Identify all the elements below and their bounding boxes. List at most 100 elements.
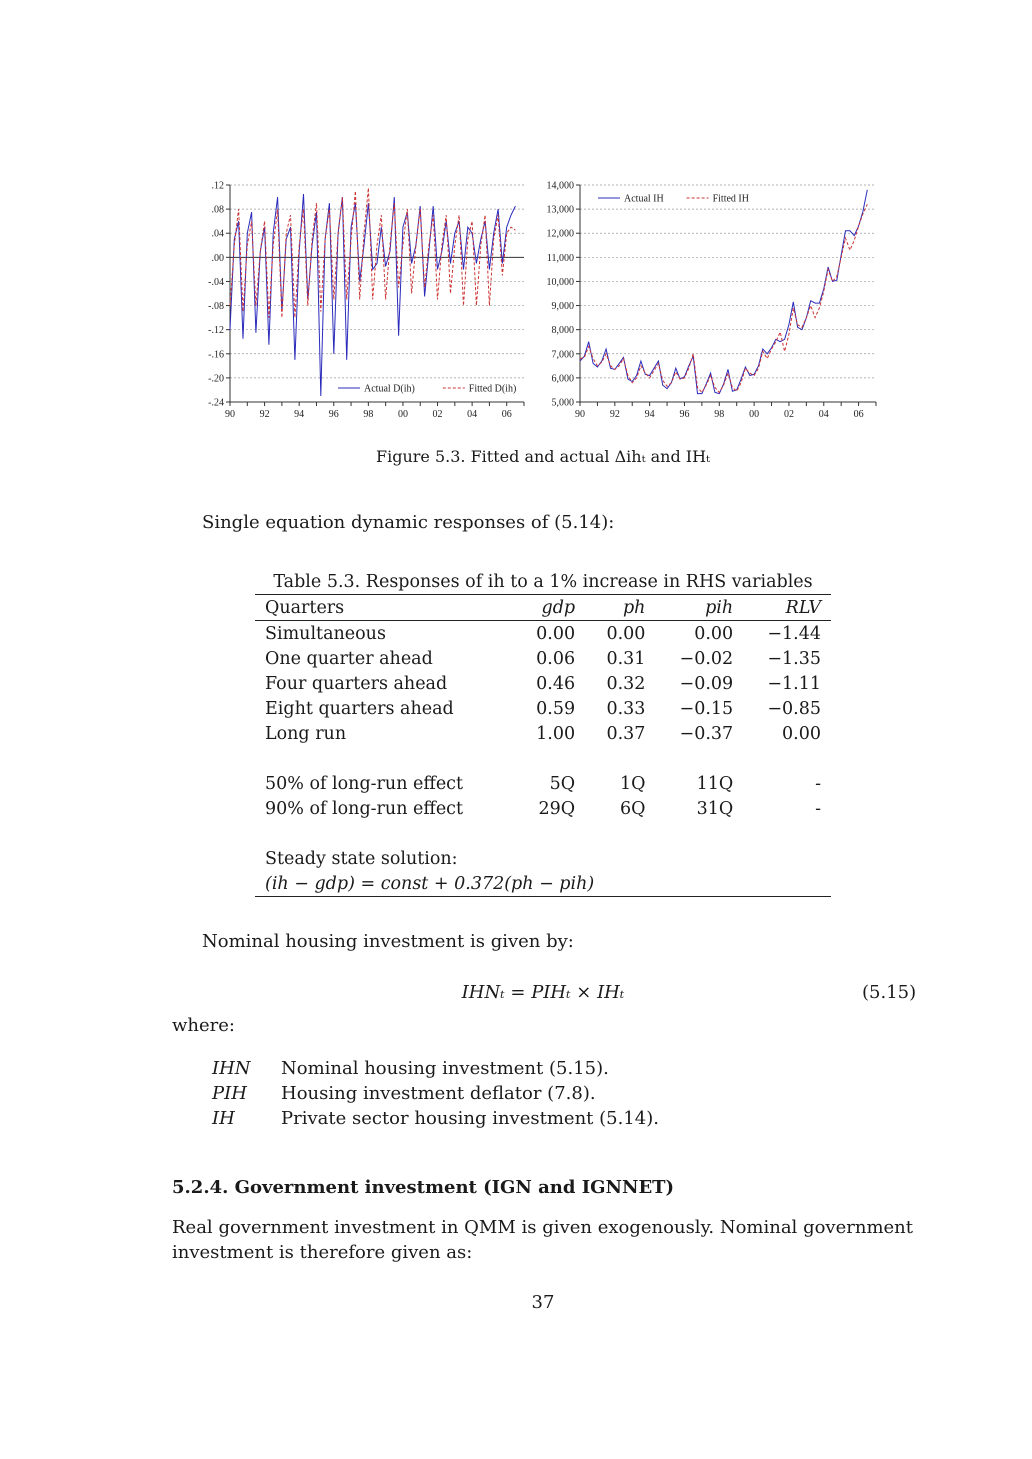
cell: 0.31 <box>606 648 646 669</box>
row-label: Long run <box>265 723 347 744</box>
table-row: Steady state solution: <box>255 846 831 871</box>
series-line-1 <box>229 193 516 397</box>
legend-label: Fitted D(ih) <box>469 384 517 395</box>
chart-ih-plot: 14,000 13,000 12,000 11,000 10,000 9,000 8,000… <box>547 181 877 420</box>
definition-symbol: PIH <box>212 1083 247 1104</box>
row-label: Four quarters ahead <box>265 673 448 694</box>
row-label: 90% of long-run effect <box>265 798 464 819</box>
x-tick-label: 00 <box>398 409 408 420</box>
x-tick-label: 98 <box>363 409 373 420</box>
nominal-intro: Nominal housing investment is given by: <box>202 931 574 952</box>
x-tick-label: 94 <box>294 409 304 420</box>
definition-symbol: IH <box>212 1108 235 1129</box>
y-tick-label: 5,000 <box>552 398 575 409</box>
body-text: Real government investment in QMM is giv… <box>172 1217 913 1263</box>
x-tick-label: 92 <box>260 409 270 420</box>
x-tick-label: 90 <box>575 409 585 420</box>
steady-state-label: Steady state solution: <box>265 848 458 869</box>
header-ph: ph <box>585 594 656 621</box>
table-row: Long run 1.00 0.37 −0.37 0.00 <box>255 721 831 746</box>
cell: 0.33 <box>606 698 646 719</box>
y-tick-label: 14,000 <box>547 181 575 192</box>
header-rlv: RLV <box>743 594 831 621</box>
legend-label: Actual IH <box>624 194 664 205</box>
row-label: 50% of long-run effect <box>265 773 464 794</box>
cell: 0.00 <box>536 623 576 644</box>
table-row: Four quarters ahead 0.46 0.32 −0.09 −1.1… <box>255 671 831 696</box>
definition-text: Housing investment deflator (7.8). <box>281 1083 596 1104</box>
cell: 0.00 <box>694 623 734 644</box>
equation: IHNₜ = PIHₜ × IHₜ <box>461 982 625 1003</box>
y-tick-label: 10,000 <box>547 277 575 288</box>
table-row: 50% of long-run effect 5Q 1Q 11Q - <box>255 771 831 796</box>
cell: 0.46 <box>536 673 576 694</box>
cell: 0.32 <box>606 673 646 694</box>
steady-state-equation: (ih − gdp) = const + 0.372(ph − pih) <box>255 871 831 897</box>
y-tick-label: .08 <box>212 205 225 216</box>
chart-ih: 14,000 13,000 12,000 11,000 10,000 9,000 8,000… <box>547 181 877 420</box>
x-tick-label: 04 <box>467 409 477 420</box>
cell: 0.37 <box>606 723 646 744</box>
row-label: One quarter ahead <box>265 648 433 669</box>
table-row: 90% of long-run effect 29Q 6Q 31Q - <box>255 796 831 821</box>
table-row: One quarter ahead 0.06 0.31 −0.02 −1.35 <box>255 646 831 671</box>
page-number: 37 <box>531 1292 555 1313</box>
x-tick-label: 96 <box>679 409 689 420</box>
cell: −1.11 <box>767 673 821 694</box>
table-row: (ih − gdp) = const + 0.372(ph − pih) <box>255 871 831 897</box>
y-tick-label: -.08 <box>208 301 224 312</box>
table-title: Table 5.3. Responses of ih to a 1% incre… <box>273 572 813 592</box>
cell: 5Q <box>549 773 576 794</box>
y-tick-label: 6,000 <box>552 373 575 384</box>
definition-symbol: IHN <box>212 1058 251 1079</box>
y-tick-label: 7,000 <box>552 349 575 360</box>
y-tick-label: 11,000 <box>547 253 574 264</box>
cell: 11Q <box>696 773 734 794</box>
y-tick-label: .04 <box>212 229 225 240</box>
y-tick-label: 12,000 <box>547 229 575 240</box>
x-tick-label: 94 <box>645 409 655 420</box>
series-line-2 <box>229 187 516 318</box>
x-tick-label: 02 <box>784 409 794 420</box>
table-spacer <box>255 746 831 771</box>
cell: 0.06 <box>536 648 576 669</box>
cell: 0.00 <box>606 623 646 644</box>
y-tick-label: -.16 <box>208 349 224 360</box>
cell: −1.35 <box>767 648 821 669</box>
table-row: Eight quarters ahead 0.59 0.33 −0.15 −0.… <box>255 696 831 721</box>
definition-row: PIH Housing investment deflator (7.8). <box>212 1083 659 1108</box>
y-tick-label: -.20 <box>208 373 224 384</box>
definitions-list: IHN Nominal housing investment (5.15). P… <box>212 1058 659 1133</box>
cell: - <box>815 773 821 794</box>
cell: −0.37 <box>679 723 734 744</box>
cell: −1.44 <box>767 623 821 644</box>
series-line-1 <box>579 189 868 395</box>
y-tick-label: 13,000 <box>547 205 575 216</box>
header-gdp: gdp <box>514 594 586 621</box>
table-spacer <box>255 821 831 846</box>
y-tick-label: -.12 <box>208 325 224 336</box>
cell: 0.00 <box>782 723 821 744</box>
figure-caption: Figure 5.3. Fitted and actual Δihₜ and I… <box>375 447 710 466</box>
cell: 1Q <box>619 773 646 794</box>
x-tick-label: 98 <box>714 409 724 420</box>
header-quarters: Quarters <box>255 594 515 621</box>
x-tick-label: 06 <box>854 409 864 420</box>
y-tick-label: 9,000 <box>552 301 575 312</box>
section-heading: 5.2.4. Government investment (IGN and IG… <box>172 1177 675 1198</box>
x-tick-label: 92 <box>610 409 620 420</box>
y-tick-label: .00 <box>212 253 225 264</box>
y-tick-label: -.04 <box>208 277 224 288</box>
y-tick-label: -.24 <box>208 398 224 409</box>
cell: 31Q <box>696 798 734 819</box>
definition-text: Nominal housing investment (5.15). <box>281 1058 609 1079</box>
legend-label: Fitted IH <box>713 194 749 205</box>
y-tick-label: .12 <box>212 181 225 192</box>
x-tick-label: 00 <box>749 409 759 420</box>
x-tick-label: 96 <box>329 409 339 420</box>
definition-row: IH Private sector housing investment (5.… <box>212 1108 659 1133</box>
cell: 1.00 <box>536 723 576 744</box>
responses-table: Table 5.3. Responses of ih to a 1% incre… <box>255 572 831 897</box>
cell: −0.85 <box>767 698 821 719</box>
